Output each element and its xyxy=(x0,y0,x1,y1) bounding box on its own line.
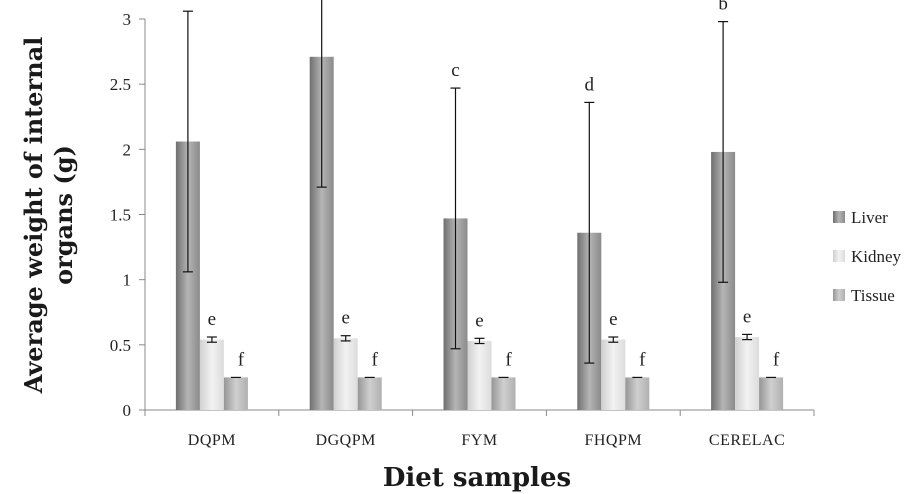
x-tick-label: FHQPM xyxy=(584,432,642,449)
legend-label-kidney: Kidney xyxy=(851,247,902,266)
bar-kidney xyxy=(601,339,626,410)
significance-label: f xyxy=(773,349,780,370)
significance-label: e xyxy=(609,309,617,330)
x-axis-title: Diet samples xyxy=(383,463,571,493)
significance-label: b xyxy=(183,0,193,4)
y-tick-label: 2 xyxy=(123,140,132,159)
legend-swatch-liver xyxy=(833,211,845,223)
bar-tissue xyxy=(223,377,248,410)
bar-tissue xyxy=(759,377,784,410)
bar-kidney xyxy=(333,338,358,410)
significance-label: f xyxy=(639,349,646,370)
y-axis-title-line2: organs (g) xyxy=(49,145,78,285)
significance-label: e xyxy=(743,306,751,327)
significance-label: f xyxy=(238,349,245,370)
y-tick-label: 1 xyxy=(123,271,132,290)
significance-label: e xyxy=(341,308,349,329)
y-axis: 0 0.5 1 1.5 2 2.5 3 xyxy=(110,10,146,420)
y-tick-label: 3 xyxy=(123,10,132,29)
legend-swatch-kidney xyxy=(833,250,845,262)
x-tick-label: FYM xyxy=(461,432,497,449)
y-tick-label: 2.5 xyxy=(110,75,131,94)
x-tick-label: DGQPM xyxy=(316,432,376,449)
y-tick-label: 0 xyxy=(123,401,132,420)
bar-tissue xyxy=(357,377,382,410)
legend: Liver Kidney Tissue xyxy=(833,208,902,305)
bar-tissue xyxy=(625,377,650,410)
y-tick-label: 1.5 xyxy=(110,206,131,225)
significance-label: d xyxy=(585,74,595,95)
legend-swatch-tissue xyxy=(833,289,845,301)
significance-label: c xyxy=(451,60,459,81)
significance-label: f xyxy=(505,349,512,370)
significance-label: e xyxy=(475,310,483,331)
bar-tissue xyxy=(491,377,516,410)
x-axis: DQPM DGQPM FYM FHQPM CERELAC xyxy=(144,409,815,449)
x-tick-label: CERELAC xyxy=(709,432,785,449)
legend-label-tissue: Tissue xyxy=(851,286,895,305)
bar-kidney xyxy=(735,337,760,410)
bars-group: befaefcefdefbef xyxy=(175,0,784,411)
bar-kidney xyxy=(467,340,492,410)
x-tick-label: DQPM xyxy=(188,432,236,449)
y-axis-title-line1: Average weight of internal xyxy=(19,37,48,395)
significance-label: f xyxy=(372,349,379,370)
significance-label: b xyxy=(718,0,728,15)
y-tick-label: 0.5 xyxy=(110,336,131,355)
legend-label-liver: Liver xyxy=(851,208,888,227)
significance-label: e xyxy=(208,309,216,330)
bar-kidney xyxy=(199,339,224,410)
